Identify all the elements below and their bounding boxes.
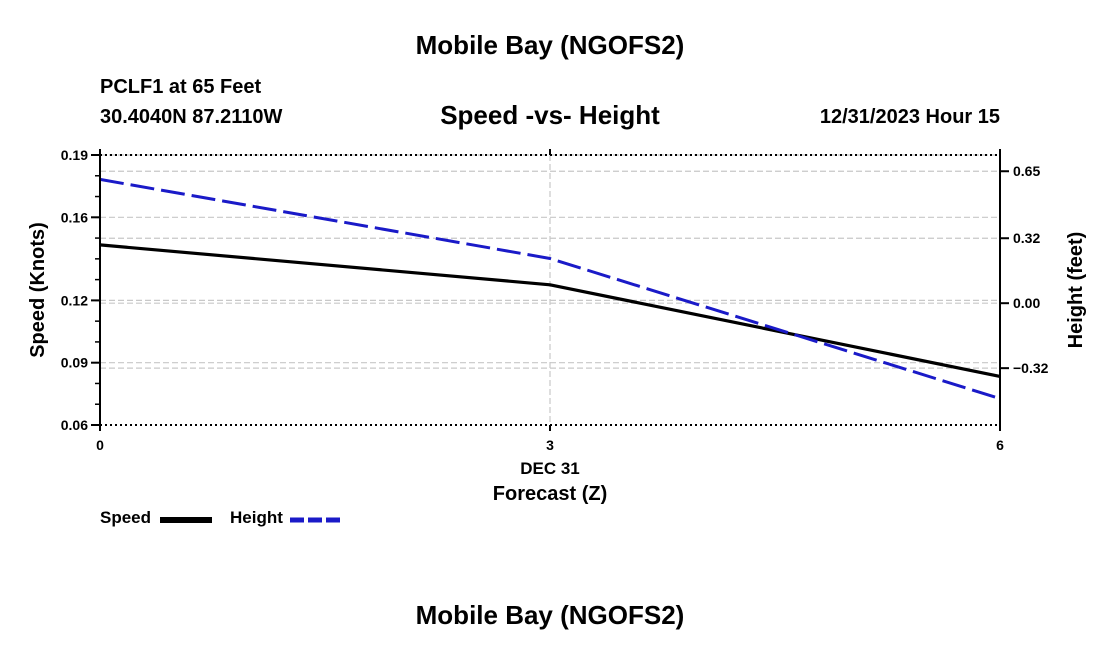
- tick-label-left-0: 0.06: [61, 417, 88, 433]
- tick-label-right-0: −0.32: [1013, 360, 1049, 376]
- chart-title: Mobile Bay (NGOFS2): [415, 30, 685, 60]
- tick-label-left-1: 0.09: [61, 355, 88, 371]
- series-lines: [99, 177, 1001, 401]
- series-line-height: [99, 177, 1001, 401]
- footer-title: Mobile Bay (NGOFS2): [415, 600, 685, 630]
- tick-label-left-2: 0.12: [61, 292, 88, 308]
- station-name: PCLF1 at 65 Feet: [100, 76, 262, 98]
- y-axis-label-left: Speed (Knots): [27, 222, 49, 358]
- legend-swatch-height: [290, 517, 342, 523]
- tick-label-left-4: 0.19: [61, 147, 88, 163]
- legend-label-speed: Speed: [100, 508, 152, 527]
- x-axis-date: DEC 31: [520, 459, 580, 478]
- series-line-speed: [99, 243, 1001, 378]
- chart-subtitle: Speed -vs- Height: [440, 100, 660, 130]
- x-tick-label-0: 0: [96, 437, 104, 453]
- x-tick-label-2: 6: [996, 437, 1004, 453]
- axis-ticks: [91, 149, 1009, 431]
- axis-labels: 0.06 0.09 0.12 0.16 0.19 −0.32 0.00 0.32 0.65 0 3 6…: [27, 147, 1087, 505]
- legend-label-height: Height: [230, 508, 283, 527]
- tick-label-right-2: 0.32: [1013, 230, 1040, 246]
- tick-label-right-3: 0.65: [1013, 163, 1040, 179]
- x-tick-label-1: 3: [546, 437, 554, 453]
- legend-swatch-speed: [160, 517, 212, 523]
- station-coordinates: 30.4040N 87.2110W: [100, 106, 283, 128]
- y-axis-label-right: Height (feet): [1065, 232, 1087, 349]
- grid-lines: [100, 154, 1000, 425]
- valid-time: 12/31/2023 Hour 15: [819, 106, 1000, 128]
- tick-label-right-1: 0.00: [1013, 295, 1040, 311]
- x-axis-label: Forecast (Z): [493, 483, 607, 505]
- tick-label-left-3: 0.16: [61, 209, 88, 225]
